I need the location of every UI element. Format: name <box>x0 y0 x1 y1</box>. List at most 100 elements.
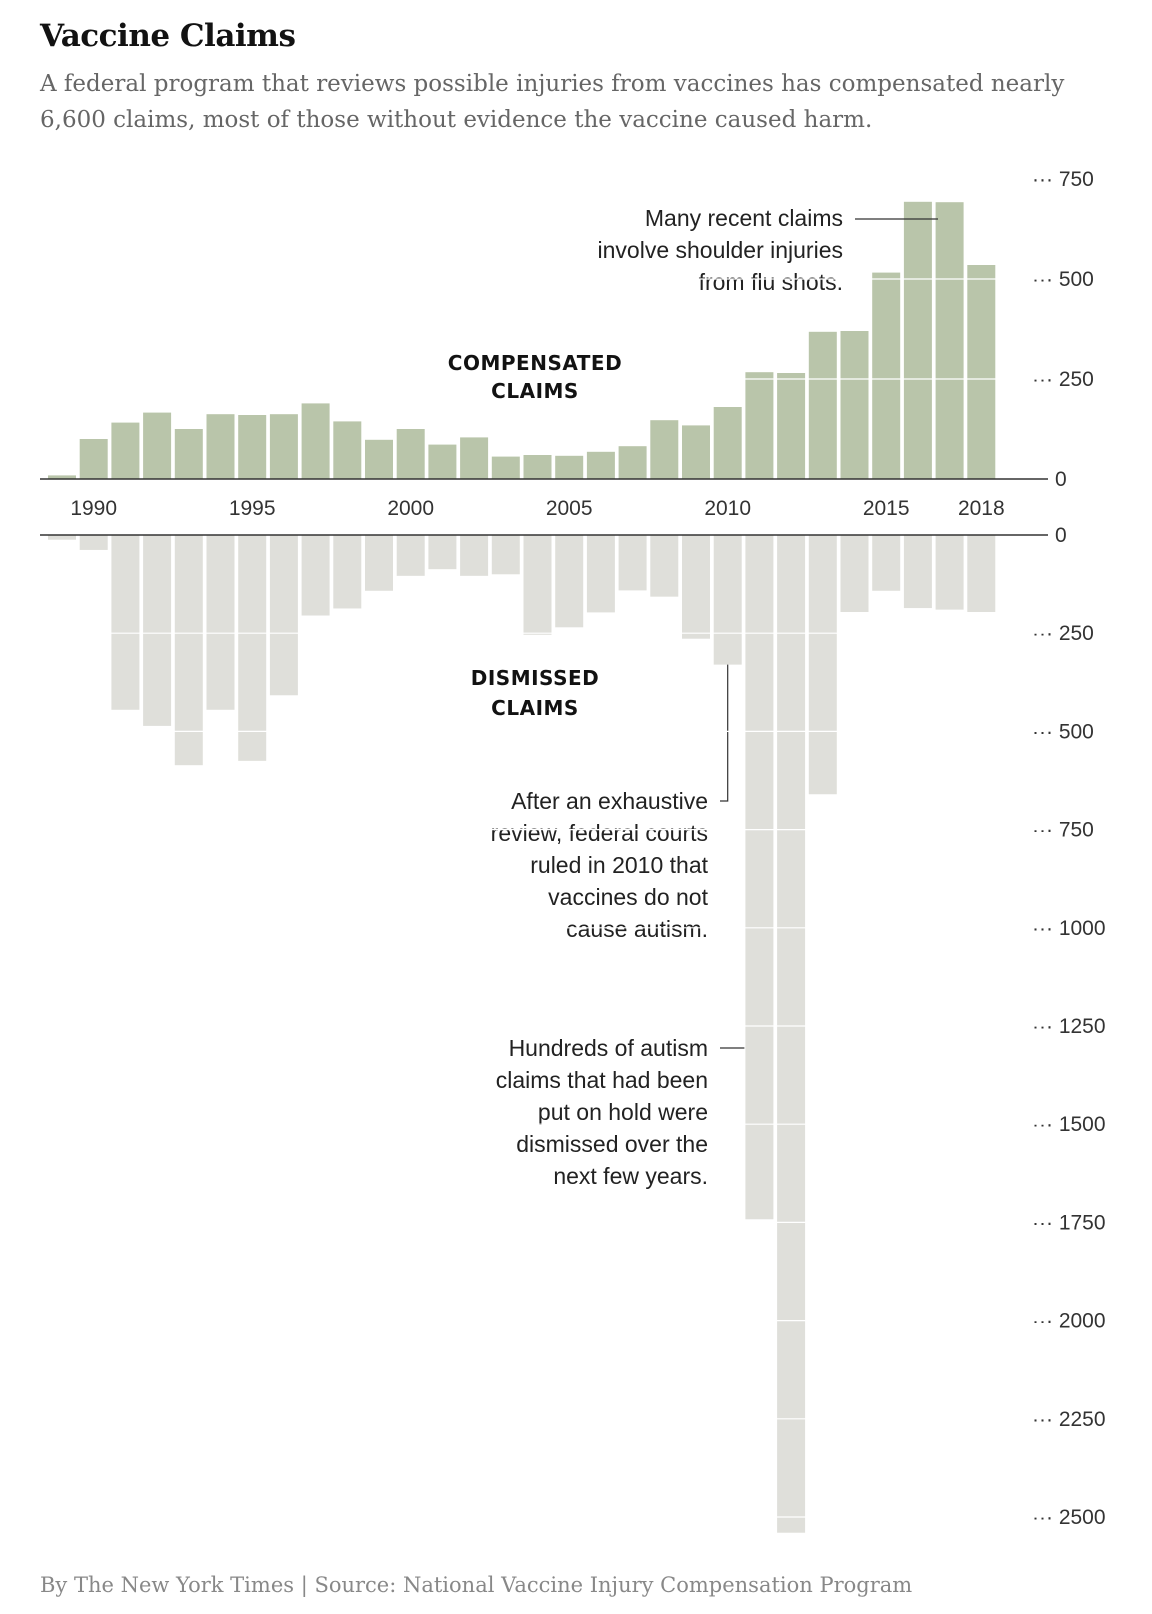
page-title: Vaccine Claims <box>40 18 296 54</box>
compensated-bar-1991 <box>111 422 140 479</box>
compensated-bar-2009 <box>682 425 710 479</box>
top-y-tick-label: ··· 750 <box>1032 168 1094 191</box>
dismissed-bar-2000 <box>396 535 425 576</box>
compensated-bar-2001 <box>428 444 457 479</box>
compensated-label-line: COMPENSATED <box>448 351 622 375</box>
compensated-bar-1995 <box>238 415 267 479</box>
dismissed-bar-2006 <box>586 535 615 613</box>
compensated-bar-1999 <box>365 439 393 479</box>
dismissed-bar-2010 <box>713 535 742 665</box>
dismissed-bar-1991 <box>111 535 140 710</box>
bottom-y-tick-label: ··· 1000 <box>1032 917 1106 940</box>
axes <box>40 478 1048 536</box>
bottom-y-tick-label: ··· 1750 <box>1032 1211 1106 1234</box>
bottom-y-tick-label: ··· 750 <box>1032 819 1094 842</box>
dismissed-bar-1995 <box>238 535 267 761</box>
dismissed-bar-1993 <box>174 535 203 766</box>
bottom-y-tick-label: ··· 2250 <box>1032 1408 1106 1431</box>
annotation-shoulder-injuries-line: Many recent claims <box>645 205 843 231</box>
annotation-autism-dismissals: Hundreds of autism claims that had been pu… <box>496 1035 708 1189</box>
compensated-bar-2007 <box>618 446 647 479</box>
annotation-autism-dismissals-line: next few years. <box>553 1163 708 1189</box>
compensated-bar-2005 <box>555 455 584 479</box>
annotation-autism-ruling-line: After an exhaustive <box>511 788 708 814</box>
compensated-bar-2002 <box>460 437 489 479</box>
dismissed-bar-2009 <box>682 535 710 639</box>
dismissed-bar-2003 <box>491 535 520 575</box>
dismissed-bar-1999 <box>365 535 393 591</box>
bottom-y-tick-label: ··· 2500 <box>1032 1506 1106 1529</box>
compensated-bar-2008 <box>650 420 679 479</box>
dismissed-bar-2008 <box>650 535 679 597</box>
compensated-bar-2018 <box>967 265 996 479</box>
dismissed-bar-1998 <box>333 535 362 609</box>
x-tick-label: 2000 <box>387 497 434 520</box>
annotation-shoulder-injuries-line: involve shoulder injuries <box>598 237 843 263</box>
dismissed-bar-1997 <box>301 535 330 616</box>
annotation-autism-ruling-line: review, federal courts <box>491 820 708 846</box>
compensated-bar-2003 <box>491 456 520 479</box>
annotation-autism-dismissals-line: claims that had been <box>496 1067 708 1093</box>
bottom-y-tick-label: ··· 2000 <box>1032 1310 1106 1333</box>
compensated-bar-1994 <box>206 414 235 479</box>
dismissed-label-line: DISMISSED <box>471 666 599 690</box>
x-tick-label: 2005 <box>546 497 593 520</box>
compensated-bar-1989 <box>48 475 76 479</box>
dismissed-bar-2007 <box>618 535 647 591</box>
dismissed-bar-2015 <box>872 535 901 591</box>
compensated-bars <box>48 201 996 480</box>
compensated-bar-2013 <box>808 331 837 479</box>
annotation-shoulder-injuries: Many recent claims involve shoulder injur… <box>598 205 843 295</box>
x-tick-label: 2015 <box>863 497 910 520</box>
dismissed-label: DISMISSED CLAIMS <box>471 666 599 720</box>
dismissed-bar-2017 <box>935 535 964 610</box>
dismissed-bar-2013 <box>808 535 837 795</box>
dismissed-bar-1996 <box>269 535 298 696</box>
compensated-bar-1996 <box>269 414 298 479</box>
bottom-y-tick-label: ··· 500 <box>1032 720 1094 743</box>
annotation-shoulder-injuries-line: from flu shots. <box>699 269 843 295</box>
dismissed-bar-2005 <box>555 535 584 628</box>
x-tick-label: 1990 <box>70 497 117 520</box>
compensated-bar-1997 <box>301 403 330 479</box>
dismissed-bar-2018 <box>967 535 996 612</box>
compensated-bar-2017 <box>935 202 964 479</box>
compensated-bar-2010 <box>713 407 742 479</box>
dismissed-bar-1994 <box>206 535 235 710</box>
bottom-y-tick-label: ··· 250 <box>1032 622 1094 645</box>
compensated-bar-1990 <box>79 439 108 479</box>
bottom-y-tick-label: ··· 1500 <box>1032 1113 1106 1136</box>
x-tick-label: 2018 <box>958 497 1005 520</box>
annotation-autism-ruling-line: ruled in 2010 that <box>530 852 708 878</box>
x-tick-label: 2010 <box>704 497 751 520</box>
annotation-autism-dismissals-line: dismissed over the <box>516 1131 708 1157</box>
dismissed-bar-2014 <box>840 535 869 612</box>
compensated-bar-1993 <box>174 429 203 479</box>
bottom-y-tick-label: ··· 1250 <box>1032 1015 1106 1038</box>
gridlines <box>40 278 1048 1518</box>
compensated-bar-2012 <box>777 373 806 479</box>
dismissed-bar-1990 <box>79 535 108 550</box>
compensated-bar-2000 <box>396 429 425 479</box>
bottom-y-tick-label: 0 <box>1055 524 1067 547</box>
dismissed-bar-1992 <box>143 535 172 726</box>
compensated-label: COMPENSATED CLAIMS <box>448 351 622 403</box>
dismissed-bar-2001 <box>428 535 457 570</box>
compensated-bar-2006 <box>586 451 615 479</box>
annotation-autism-ruling-line: cause autism. <box>566 916 708 942</box>
dismissed-bar-1989 <box>48 535 76 540</box>
dismissed-bar-2011 <box>745 535 774 1220</box>
dismissed-bar-2004 <box>523 535 552 635</box>
top-y-tick-label: 0 <box>1055 468 1067 491</box>
dismissed-bars <box>48 535 996 1533</box>
page-subtitle: A federal program that reviews possible … <box>40 71 1065 133</box>
compensated-bar-2004 <box>523 455 552 479</box>
source-credit: By The New York Times | Source: National… <box>40 1573 913 1597</box>
x-tick-label: 1995 <box>229 497 276 520</box>
compensated-bar-1992 <box>143 412 172 479</box>
annotations: Many recent claims involve shoulder injur… <box>491 205 938 1189</box>
compensated-bar-2016 <box>903 201 932 480</box>
annotation-autism-dismissals-line: put on hold were <box>538 1099 708 1125</box>
dismissed-label-line: CLAIMS <box>491 696 579 720</box>
